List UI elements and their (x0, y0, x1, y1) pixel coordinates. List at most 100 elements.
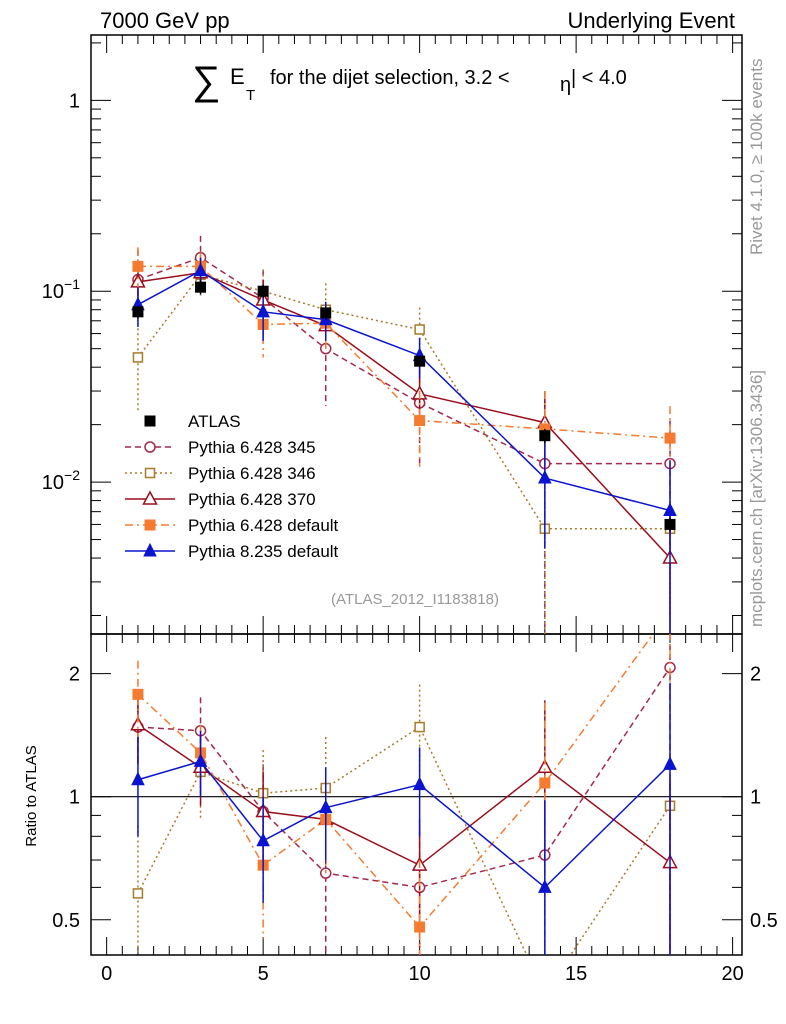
ratio-series-pythia-8-235-default (131, 682, 677, 955)
legend-label: Pythia 6.428 default (188, 516, 339, 535)
data-point-shape (132, 306, 144, 318)
title-subscript: T (246, 87, 255, 104)
data-point-shape (539, 430, 551, 442)
legend-item: Pythia 6.428 346 (125, 464, 316, 483)
legend-label: Pythia 8.235 default (188, 542, 339, 561)
ratio-data-point (132, 888, 144, 899)
title-sum-symbol: ∑ (192, 59, 221, 103)
ratio-x-tick-label: 20 (721, 963, 743, 985)
data-point-shape (538, 469, 552, 484)
ratio-y-tick-label-right: 2 (750, 664, 761, 686)
legend-marker (144, 415, 156, 427)
data-point-shape (320, 307, 332, 319)
ratio-data-point-shape (132, 888, 144, 899)
legend-marker (144, 467, 156, 479)
series-atlas (132, 280, 676, 532)
ratio-data-point-shape (318, 799, 333, 814)
title-text: for the dijet selection, 3.2 < (270, 67, 510, 89)
legend-marker (144, 441, 156, 453)
ratio-y-tick-label: 2 (69, 664, 80, 686)
main-y-tick-base: 10 (42, 281, 64, 303)
data-point-shape (664, 432, 676, 444)
ratio-data-point (130, 716, 146, 731)
title-eta: η (560, 74, 571, 96)
ratio-series-pythia-6-428-370 (130, 692, 678, 955)
data-point (257, 285, 269, 297)
data-point (538, 469, 552, 484)
data-point (195, 281, 207, 293)
title-e-letter: E (230, 64, 245, 89)
data-point-shape (195, 281, 207, 293)
data-point (132, 352, 144, 363)
ratio-y-tick-label-right: 1 (750, 787, 761, 809)
header-left-label: 7000 GeV pp (100, 8, 230, 33)
data-point (320, 307, 332, 319)
header-right-label: Underlying Event (567, 8, 735, 33)
ratio-data-point (414, 921, 426, 933)
ratio-data-point-shape (193, 753, 208, 767)
ratio-data-point-shape (412, 776, 427, 791)
ratio-data-point (414, 721, 425, 733)
main-series (130, 235, 678, 634)
ratio-panel-frame (90, 633, 743, 956)
data-point-shape (193, 262, 208, 277)
legend-marker-shape (143, 542, 157, 557)
ratio-series-line (137, 667, 671, 889)
main-y-tick-label: 10−1 (42, 276, 80, 303)
data-point (414, 415, 426, 427)
data-point-shape (414, 415, 426, 427)
legend-label: ATLAS (188, 412, 241, 431)
ratio-x-tick-label: 15 (565, 963, 587, 985)
series-pythia-6-428-345 (132, 235, 676, 634)
data-point (664, 432, 676, 444)
data-point (256, 303, 270, 318)
ratio-data-point-shape (414, 721, 425, 733)
legend-item: Pythia 6.428 345 (125, 438, 316, 457)
data-point-shape (256, 303, 270, 318)
main-y-tick-exponent: −2 (64, 467, 80, 483)
legend-marker (143, 542, 157, 557)
ratio-data-point (131, 771, 145, 786)
legend-label: Pythia 6.428 370 (188, 490, 316, 509)
ratio-data-point (663, 756, 677, 770)
ratio-series-line (137, 724, 671, 867)
ratio-data-point (318, 799, 333, 814)
ratio-series-line (137, 634, 655, 929)
data-point-shape (414, 355, 426, 367)
ratio-series-pythia-6-428-345 (132, 634, 676, 955)
ratio-x-tick-label: 10 (409, 963, 431, 985)
ratio-data-point-shape (132, 688, 144, 700)
data-point (193, 262, 208, 277)
legend-marker-shape (144, 415, 156, 427)
data-point-shape (132, 260, 144, 272)
data-point (663, 502, 677, 516)
plot-title: ∑ E T for the dijet selection, 3.2 < η |… (192, 59, 627, 104)
legend-item: Pythia 8.235 default (125, 542, 339, 561)
ratio-data-point-shape (537, 758, 553, 774)
data-point (132, 306, 144, 318)
legend-item: Pythia 6.428 default (125, 516, 339, 535)
ratio-data-point (539, 777, 551, 789)
legend-item: Pythia 6.428 370 (125, 490, 316, 509)
mcplots-label: mcplots.cern.ch [arXiv:1306.3436] (747, 370, 766, 627)
data-point-shape (664, 518, 676, 530)
ratio-x-tick-label: 5 (258, 963, 269, 985)
data-point-shape (132, 352, 144, 363)
ratio-data-point (412, 776, 427, 791)
series-pythia-6-428-default (132, 247, 676, 501)
legend-label: Pythia 6.428 346 (188, 464, 316, 483)
ratio-series (130, 634, 678, 955)
main-y-tick-label: 10−2 (42, 467, 80, 494)
title-end: | < 4.0 (571, 67, 627, 89)
ratio-data-point-shape (130, 716, 146, 731)
data-point-shape (663, 502, 677, 516)
ratio-y-axis-label: Ratio to ATLAS (23, 745, 40, 846)
data-point-shape (257, 285, 269, 297)
ratio-data-point-shape (414, 921, 426, 933)
ratio-series-clipped (130, 634, 678, 955)
legend-marker-shape (144, 519, 156, 531)
analysis-id-label: (ATLAS_2012_I1183818) (331, 591, 499, 608)
ratio-data-point-shape (538, 879, 552, 893)
legend-label: Pythia 6.428 345 (188, 438, 316, 457)
